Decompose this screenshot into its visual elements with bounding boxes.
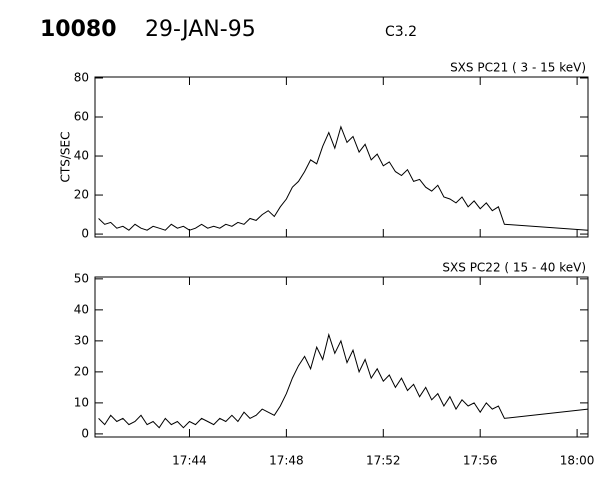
y-tick-label: 0 (81, 227, 89, 241)
event-date: 29-JAN-95 (145, 17, 256, 42)
y-tick-label: 20 (74, 188, 89, 202)
y-tick-label: 20 (74, 364, 89, 378)
y-tick-label: 60 (74, 110, 89, 124)
x-tick-label: 17:44 (172, 454, 207, 468)
y-tick-label: 40 (74, 302, 89, 316)
y-tick-label: 40 (74, 149, 89, 163)
y-tick-label: 80 (74, 70, 89, 84)
y-tick-label: 30 (74, 333, 89, 347)
event-id: 10080 (40, 17, 117, 42)
plot-frame (94, 276, 589, 438)
x-tick-label: 18:00 (560, 454, 595, 468)
y-axis-label: CTS/SEC (59, 132, 73, 183)
data-line (98, 332, 589, 429)
panel-label: SXS PC21 ( 3 - 15 keV) (450, 61, 586, 75)
data-line (98, 125, 589, 231)
plot-frame (94, 76, 589, 238)
x-tick-label: 17:52 (366, 454, 401, 468)
x-tick-label: 17:56 (463, 454, 498, 468)
flare-class: C3.2 (385, 24, 417, 40)
y-tick-label: 50 (74, 271, 89, 285)
x-tick-label: 17:48 (269, 454, 304, 468)
panel-label: SXS PC22 ( 15 - 40 keV) (442, 261, 586, 275)
y-tick-label: 10 (74, 395, 89, 409)
y-tick-label: 0 (81, 426, 89, 440)
